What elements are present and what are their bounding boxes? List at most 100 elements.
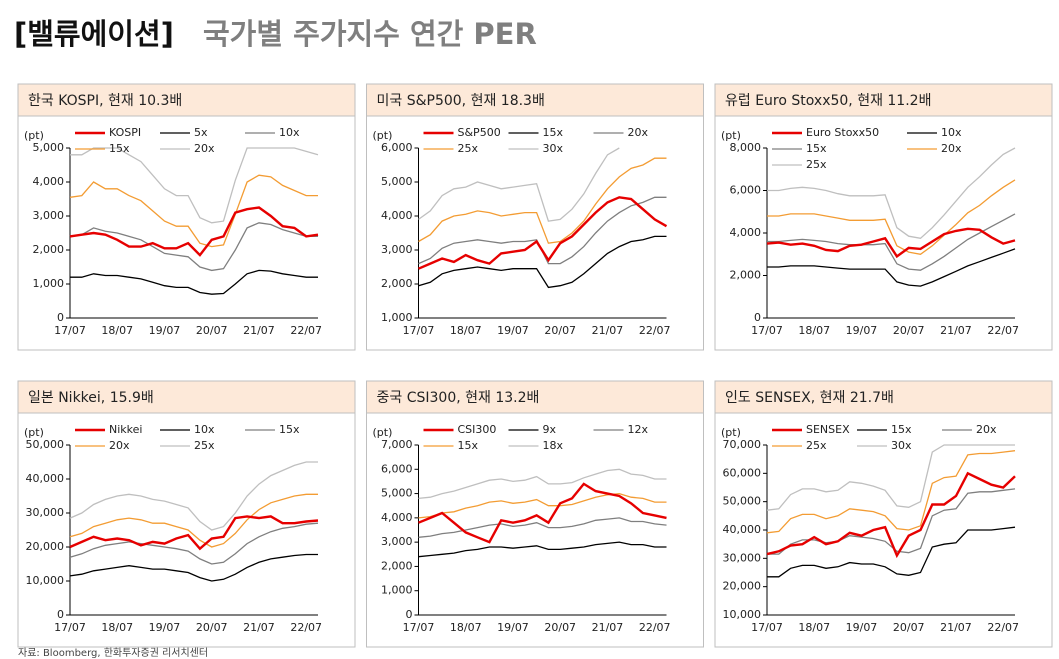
y-tick-label: 30,000 xyxy=(26,506,65,519)
x-tick-label: 21/07 xyxy=(243,621,275,634)
x-tick-label: 18/07 xyxy=(101,621,133,634)
panel xyxy=(17,83,356,351)
panel-header xyxy=(17,83,356,117)
x-tick-label: 20/07 xyxy=(544,324,576,337)
legend-label: 15x xyxy=(806,142,827,155)
panel-header xyxy=(366,380,704,414)
x-tick-label: 21/07 xyxy=(243,324,275,337)
series-line xyxy=(767,147,1016,239)
x-tick-label: 19/07 xyxy=(846,324,878,337)
legend-label: Euro Stoxx50 xyxy=(806,126,879,139)
legend-label: 10x xyxy=(194,423,215,436)
series-line xyxy=(767,248,1016,287)
y-tick-label: 3,000 xyxy=(381,535,413,548)
series-line xyxy=(70,147,319,224)
x-tick-label: 18/07 xyxy=(798,621,830,634)
y-tick-label: 8,000 xyxy=(730,141,762,154)
panel xyxy=(714,83,1053,351)
legend-label: 20x xyxy=(941,142,962,155)
series-line xyxy=(418,147,620,222)
panel-title: 인도 SENSEX, 현재 21.7배 xyxy=(725,390,894,406)
legend-label: 18x xyxy=(543,439,564,452)
x-tick-label: 21/07 xyxy=(940,324,972,337)
series-line xyxy=(418,157,667,244)
y-tick-label: 4,000 xyxy=(381,511,413,524)
series-line xyxy=(418,517,667,538)
x-tick-label: 18/07 xyxy=(450,621,482,634)
x-tick-label: 20/07 xyxy=(893,324,925,337)
x-tick-label: 22/07 xyxy=(987,324,1019,337)
x-tick-label: 17/07 xyxy=(751,621,783,634)
series-line xyxy=(766,450,1016,534)
x-tick-label: 22/07 xyxy=(290,324,322,337)
page-title: 국가별 주가지수 연간 PER xyxy=(203,17,537,51)
x-tick-label: 19/07 xyxy=(497,621,529,634)
legend-label: 15x xyxy=(279,423,300,436)
y-tick-label: 3,000 xyxy=(33,209,65,222)
panel-header xyxy=(714,83,1053,117)
legend-label: 20x xyxy=(628,126,649,139)
legend-label: 12x xyxy=(628,423,649,436)
legend-label: 15x xyxy=(458,439,479,452)
panel-title: 유럽 Euro Stoxx50, 현재 11.2배 xyxy=(725,93,931,109)
x-tick-label: 22/07 xyxy=(987,621,1019,634)
y-unit: (pt) xyxy=(373,129,393,142)
x-tick-label: 19/07 xyxy=(846,621,878,634)
y-tick-label: 70,000 xyxy=(723,438,762,451)
legend-label: CSI300 xyxy=(458,423,497,436)
y-tick-label: 0 xyxy=(406,608,413,621)
x-tick-label: 22/07 xyxy=(639,324,671,337)
x-tick-label: 18/07 xyxy=(450,324,482,337)
legend-label: SENSEX xyxy=(806,423,850,436)
series-line xyxy=(69,553,318,582)
y-unit: (pt) xyxy=(24,129,44,142)
series-line xyxy=(69,515,319,551)
x-tick-label: 17/07 xyxy=(403,621,435,634)
y-tick-label: 7,000 xyxy=(381,438,413,451)
x-tick-label: 17/07 xyxy=(54,621,86,634)
series-line xyxy=(69,461,318,531)
series-line xyxy=(766,471,1016,559)
y-tick-label: 10,000 xyxy=(723,608,762,621)
series-line xyxy=(418,468,667,500)
y-unit: (pt) xyxy=(721,426,741,439)
x-tick-label: 21/07 xyxy=(592,324,624,337)
y-tick-label: 4,000 xyxy=(730,226,762,239)
y-tick-label: 6,000 xyxy=(381,141,413,154)
series-line xyxy=(69,222,318,272)
y-tick-label: 1,000 xyxy=(381,584,413,597)
x-tick-label: 20/07 xyxy=(544,621,576,634)
legend-label: 10x xyxy=(279,126,300,139)
y-tick-label: 1,000 xyxy=(33,277,65,290)
panel-header xyxy=(17,380,356,414)
y-tick-label: 2,000 xyxy=(730,269,762,282)
y-unit: (pt) xyxy=(24,426,44,439)
legend-label: 25x xyxy=(458,142,479,155)
legend-label: 15x xyxy=(891,423,912,436)
x-tick-label: 20/07 xyxy=(196,324,228,337)
legend-label: 10x xyxy=(941,126,962,139)
series-line xyxy=(69,174,318,248)
series-line xyxy=(418,492,667,519)
y-tick-label: 1,000 xyxy=(381,311,413,324)
x-tick-label: 17/07 xyxy=(751,324,783,337)
panel-title: 한국 KOSPI, 현재 10.3배 xyxy=(28,93,182,109)
x-tick-label: 21/07 xyxy=(592,621,624,634)
y-unit: (pt) xyxy=(721,129,741,142)
panel xyxy=(17,380,356,648)
legend-label: S&P500 xyxy=(458,126,501,139)
x-tick-label: 19/07 xyxy=(149,324,181,337)
y-tick-label: 0 xyxy=(754,311,761,324)
series-line xyxy=(418,482,667,544)
legend-label: 25x xyxy=(806,158,827,171)
y-unit: (pt) xyxy=(373,426,393,439)
x-tick-label: 20/07 xyxy=(893,621,925,634)
y-tick-label: 2,000 xyxy=(381,277,413,290)
y-tick-label: 20,000 xyxy=(26,540,65,553)
series-line xyxy=(70,269,318,295)
legend-label: 15x xyxy=(109,142,130,155)
y-tick-label: 10,000 xyxy=(26,574,65,587)
y-tick-label: 50,000 xyxy=(26,438,65,451)
legend-label: 20x xyxy=(194,142,215,155)
